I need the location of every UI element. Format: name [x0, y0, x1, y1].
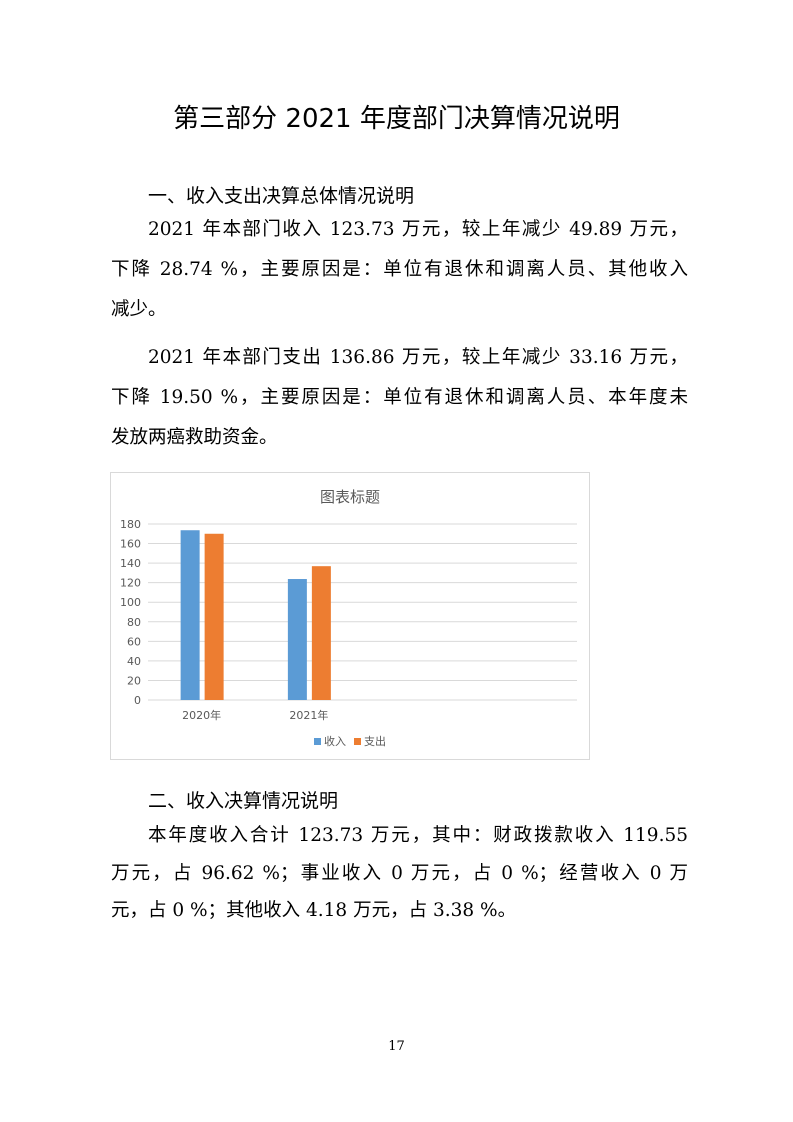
bar-支出 [311, 566, 331, 700]
y-tick-label: 140 [120, 557, 141, 570]
bar-支出 [204, 533, 224, 700]
bar-chart: 图表标题 0 20 40 60 80 100 120 140 160 180 2020年 2021年收… [110, 472, 590, 760]
section-heading-2: 二、收入决算情况说明 [148, 790, 339, 812]
page-number: 17 [388, 1039, 405, 1054]
paragraph-line: 发放两癌救助资金。 [111, 427, 278, 448]
y-tick-label: 120 [120, 577, 141, 590]
paragraph-line: 下降 28.74 %，主要原因是：单位有退休和调离人员、其他收入 [111, 259, 688, 280]
y-tick-label: 180 [120, 518, 141, 531]
page-title: 第三部分 2021 年度部门决算情况说明 [173, 104, 620, 134]
y-tick-label: 160 [120, 538, 141, 551]
section-heading-1: 一、收入支出决算总体情况说明 [148, 185, 415, 207]
y-tick-label: 20 [127, 674, 141, 687]
y-tick-label: 0 [134, 694, 141, 707]
legend-swatch [354, 738, 361, 745]
y-tick-label: 80 [127, 616, 141, 629]
paragraph-line: 万元，占 96.62 %；事业收入 0 万元，占 0 %；经营收入 0 万 [111, 863, 688, 884]
paragraph-line: 本年度收入合计 123.73 万元，其中：财政拨款收入 119.55 [148, 825, 688, 846]
y-tick-label: 40 [127, 655, 141, 668]
paragraph-line: 减少。 [111, 299, 167, 320]
paragraph-line: 下降 19.50 %，主要原因是：单位有退休和调离人员、本年度未 [111, 387, 688, 408]
x-tick-label: 2020年 [182, 708, 221, 722]
y-tick-label: 60 [127, 635, 141, 648]
x-tick-label: 2021年 [289, 708, 328, 722]
y-tick-label: 100 [120, 596, 141, 609]
legend-swatch [314, 738, 321, 745]
bar-收入 [180, 530, 200, 700]
paragraph-line: 2021 年本部门支出 136.86 万元，较上年减少 33.16 万元， [148, 347, 688, 368]
chart-svg: 图表标题 0 20 40 60 80 100 120 140 160 180 2020年 2021年收… [120, 488, 577, 748]
paragraph-line: 2021 年本部门收入 123.73 万元，较上年减少 49.89 万元， [148, 219, 688, 240]
bar-收入 [287, 579, 307, 700]
paragraph-line: 元，占 0 %；其他收入 4.18 万元，占 3.38 %。 [111, 900, 517, 921]
chart-title: 图表标题 [320, 488, 380, 506]
legend-label: 收入 [324, 734, 346, 748]
legend-label: 支出 [364, 734, 386, 748]
